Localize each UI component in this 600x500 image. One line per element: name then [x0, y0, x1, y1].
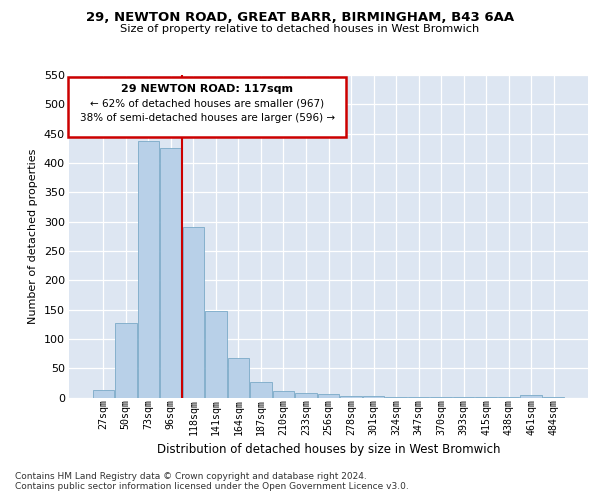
Bar [318, 394, 339, 398]
Bar [273, 391, 294, 398]
Bar [385, 397, 407, 398]
Bar [453, 397, 475, 398]
Bar [160, 148, 182, 398]
Bar [475, 397, 497, 398]
Bar [295, 393, 317, 398]
X-axis label: Distribution of detached houses by size in West Bromwich: Distribution of detached houses by size … [157, 443, 500, 456]
Bar [228, 358, 249, 398]
Bar [250, 382, 272, 398]
Text: ← 62% of detached houses are smaller (967): ← 62% of detached houses are smaller (96… [90, 98, 325, 108]
Text: 29, NEWTON ROAD, GREAT BARR, BIRMINGHAM, B43 6AA: 29, NEWTON ROAD, GREAT BARR, BIRMINGHAM,… [86, 11, 514, 24]
Text: Size of property relative to detached houses in West Bromwich: Size of property relative to detached ho… [121, 24, 479, 34]
Bar [363, 396, 384, 398]
Text: Contains public sector information licensed under the Open Government Licence v3: Contains public sector information licen… [15, 482, 409, 491]
Bar [408, 397, 429, 398]
Text: Contains HM Land Registry data © Crown copyright and database right 2024.: Contains HM Land Registry data © Crown c… [15, 472, 367, 481]
Bar [543, 397, 565, 398]
Text: 38% of semi-detached houses are larger (596) →: 38% of semi-detached houses are larger (… [80, 113, 335, 123]
Bar [92, 390, 114, 398]
Bar [115, 323, 137, 398]
Bar [205, 312, 227, 398]
Text: 29 NEWTON ROAD: 117sqm: 29 NEWTON ROAD: 117sqm [121, 84, 293, 94]
Bar [137, 142, 159, 398]
Y-axis label: Number of detached properties: Number of detached properties [28, 148, 38, 324]
Bar [498, 397, 520, 398]
Bar [520, 394, 542, 398]
Bar [340, 396, 362, 398]
Bar [430, 397, 452, 398]
Bar [182, 228, 204, 398]
